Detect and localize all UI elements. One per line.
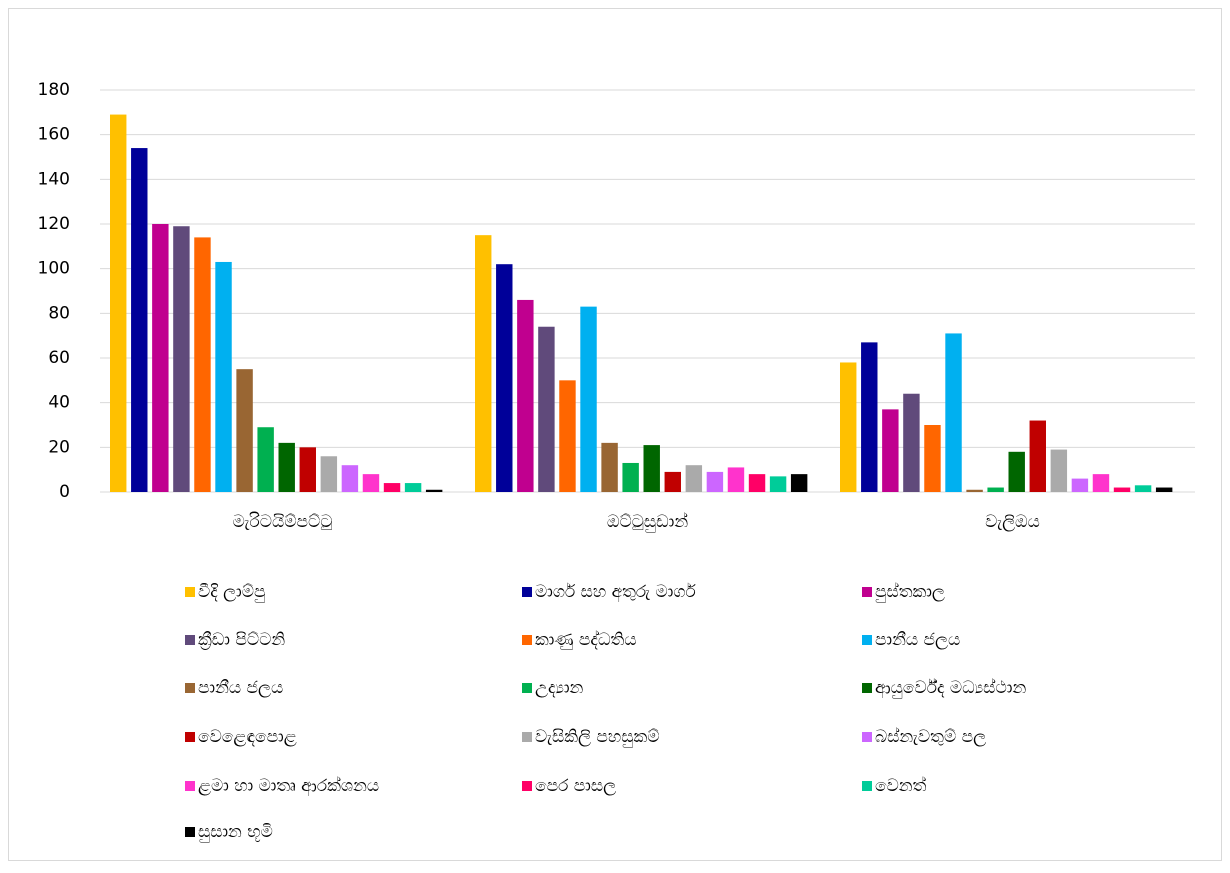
y-tick-label: 180 bbox=[38, 80, 70, 100]
legend-label: පුස්තකාල bbox=[875, 582, 945, 602]
legend-label: වෙළෙඳපොළ bbox=[198, 727, 297, 747]
bar bbox=[769, 476, 787, 492]
legend-swatch bbox=[862, 635, 872, 645]
bar bbox=[987, 487, 1004, 492]
legend-label: වීදි ලාම්පු bbox=[198, 582, 265, 602]
bar bbox=[425, 489, 443, 492]
bar bbox=[685, 465, 703, 492]
y-tick-label: 140 bbox=[38, 169, 70, 189]
bar bbox=[1113, 487, 1131, 492]
legend-swatch bbox=[185, 587, 195, 597]
bar bbox=[257, 427, 274, 492]
bar bbox=[861, 342, 878, 492]
legend-label: පානීය ජලය bbox=[198, 678, 283, 698]
y-tick-label: 80 bbox=[48, 303, 70, 323]
legend-label: උද්‍යාන bbox=[535, 678, 584, 698]
bar bbox=[1008, 451, 1025, 492]
legend-swatch bbox=[185, 732, 195, 742]
bar bbox=[538, 326, 555, 492]
legend-swatch bbox=[185, 635, 195, 645]
y-tick-label: 120 bbox=[38, 214, 70, 234]
bar bbox=[517, 299, 534, 492]
legend-swatch bbox=[185, 683, 195, 693]
legend-swatch bbox=[522, 683, 532, 693]
bar bbox=[320, 456, 338, 492]
legend-swatch bbox=[185, 781, 195, 791]
legend-label: ආයුර්වේද මධ්‍යස්ථාන bbox=[875, 678, 1027, 699]
bar bbox=[110, 114, 127, 493]
y-tick-label: 100 bbox=[38, 259, 70, 279]
legend-label: කාණු පද්ධතිය bbox=[535, 630, 637, 650]
legend-swatch bbox=[522, 732, 532, 742]
legend-label: බස්නැවතුම් පල bbox=[875, 727, 986, 747]
bar bbox=[748, 474, 766, 492]
legend-swatch bbox=[522, 781, 532, 791]
y-tick-label: 0 bbox=[59, 482, 70, 502]
legend-label: පෙර පාසල bbox=[535, 776, 616, 796]
legend-label: වැසිකිලි පහසුකම් bbox=[535, 727, 660, 747]
legend-swatch bbox=[862, 732, 872, 742]
legend-swatch bbox=[862, 587, 872, 597]
legend-swatch bbox=[862, 781, 872, 791]
y-tick-label: 160 bbox=[38, 125, 70, 145]
bar bbox=[945, 333, 962, 492]
legend-label: ළමා හා මාතෘ ආරක්ශනය bbox=[198, 776, 379, 797]
bar bbox=[404, 483, 422, 492]
bar bbox=[643, 445, 660, 492]
legend-swatch bbox=[522, 587, 532, 597]
legend-label: ක්‍රීඩා පිට්ටනි bbox=[198, 630, 285, 650]
bar bbox=[580, 306, 597, 492]
bar bbox=[924, 425, 941, 492]
legend-swatch bbox=[522, 635, 532, 645]
legend-label: පානීය ජලය bbox=[875, 630, 960, 650]
legend-label: වෙනත් bbox=[875, 776, 927, 796]
bar bbox=[840, 362, 857, 492]
x-tick-label: ඔට්ටුසුඩාන් bbox=[607, 512, 688, 532]
y-tick-label: 20 bbox=[48, 437, 70, 457]
x-tick-label: වැලිඔය bbox=[985, 512, 1040, 532]
bar bbox=[1071, 478, 1089, 492]
bar bbox=[131, 148, 148, 493]
bar bbox=[1050, 449, 1068, 492]
bar bbox=[362, 474, 380, 492]
bar bbox=[173, 226, 190, 492]
bar bbox=[727, 467, 745, 492]
bar bbox=[664, 471, 681, 492]
bar bbox=[903, 393, 920, 492]
bar bbox=[1155, 487, 1173, 492]
bar bbox=[299, 447, 316, 492]
bar bbox=[496, 264, 513, 492]
bar bbox=[475, 235, 492, 492]
bar bbox=[1092, 474, 1110, 492]
bar bbox=[278, 442, 295, 492]
bar bbox=[966, 489, 983, 492]
bar bbox=[383, 483, 401, 492]
bar bbox=[215, 261, 232, 492]
bar bbox=[622, 462, 639, 492]
bar bbox=[559, 380, 576, 492]
x-tick-label: මැරිටයිම්පට්ටු bbox=[233, 512, 333, 532]
bar bbox=[706, 471, 724, 492]
bar bbox=[790, 474, 808, 492]
legend-swatch bbox=[185, 827, 195, 837]
bar bbox=[341, 465, 359, 492]
y-tick-label: 40 bbox=[48, 393, 70, 413]
y-tick-label: 60 bbox=[48, 348, 70, 368]
bar bbox=[152, 224, 169, 492]
bar bbox=[194, 237, 211, 492]
bar bbox=[236, 369, 253, 492]
bar bbox=[1134, 485, 1152, 492]
bar bbox=[1029, 420, 1046, 492]
bar bbox=[601, 442, 618, 492]
legend-label: සුසාන භූමි bbox=[198, 822, 273, 842]
legend-swatch bbox=[862, 683, 872, 693]
legend-label: මාර්ග සහ අතුරු මාර්ග bbox=[535, 582, 697, 603]
bar bbox=[882, 409, 899, 492]
